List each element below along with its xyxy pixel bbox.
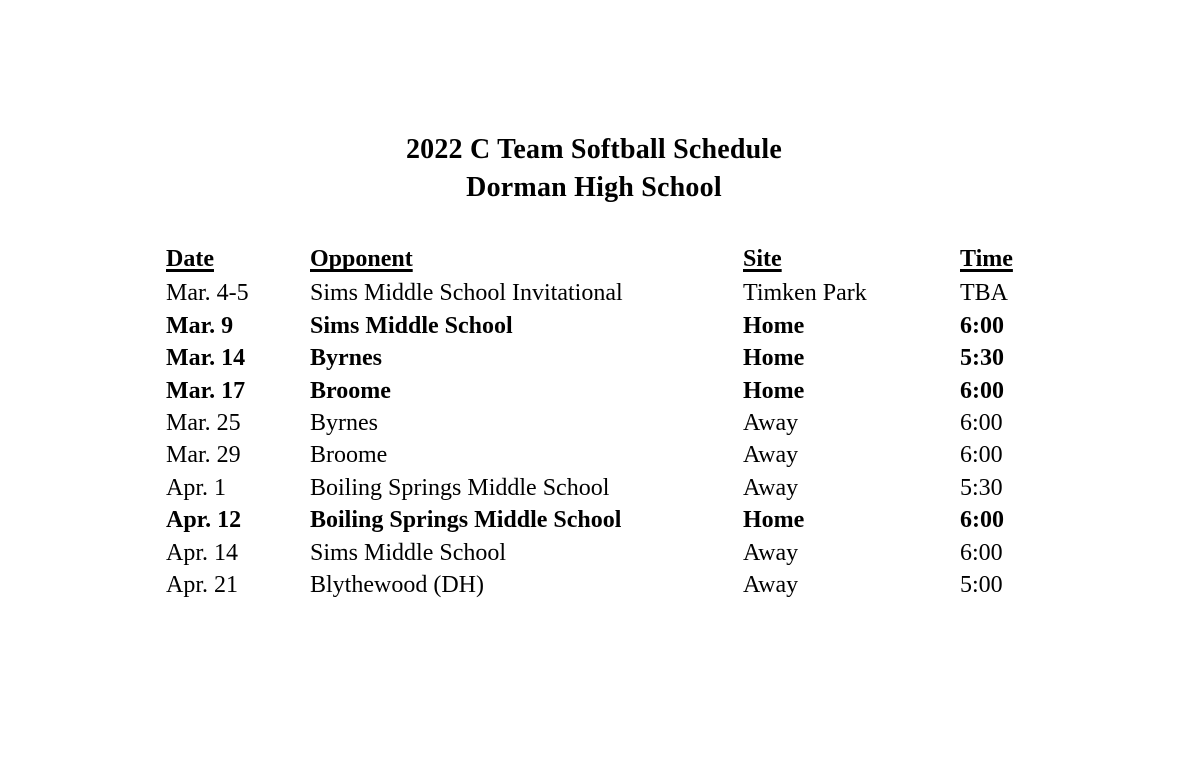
cell-site: Away — [743, 539, 799, 566]
column-header-site: Site — [743, 243, 960, 277]
cell-date: Mar. 14 — [166, 345, 246, 372]
column-header-site-label: Site — [743, 246, 782, 272]
cell-site: Timken Park — [743, 280, 867, 307]
cell-date: Apr. 14 — [166, 539, 238, 566]
cell-time: 6:00 — [960, 539, 1003, 566]
cell-site: Away — [743, 474, 799, 501]
table-row: Mar. 17 Broome Home 6:00 — [166, 375, 1056, 407]
cell-opponent: Byrnes — [310, 345, 382, 372]
title-block: 2022 C Team Softball Schedule Dorman Hig… — [0, 131, 1188, 207]
table-row: Apr. 21 Blythewood (DH) Away 5:00 — [166, 569, 1056, 601]
page-subtitle: Dorman High School — [466, 172, 722, 203]
cell-time: 6:00 — [960, 377, 1004, 404]
table-row: Apr. 12 Boiling Springs Middle School Home… — [166, 504, 1056, 536]
cell-time: 5:30 — [960, 474, 1003, 501]
cell-opponent: Sims Middle School — [310, 312, 513, 339]
cell-opponent: Byrnes — [310, 410, 378, 437]
cell-date: Mar. 25 — [166, 410, 241, 437]
cell-opponent: Sims Middle School Invitational — [310, 280, 623, 307]
cell-opponent: Boiling Springs Middle School — [310, 507, 622, 534]
cell-opponent: Boiling Springs Middle School — [310, 474, 610, 501]
cell-date: Mar. 29 — [166, 442, 241, 469]
cell-site: Home — [743, 377, 805, 404]
cell-time: 6:00 — [960, 507, 1004, 534]
table-row: Apr. 1 Boiling Springs Middle School Away 5… — [166, 472, 1056, 504]
table-row: Mar. 4-5 Sims Middle School Invitational T… — [166, 277, 1056, 309]
cell-date: Apr. 1 — [166, 474, 226, 501]
schedule-table: Date Opponent Site Time Mar. 4-5 Sims Mid… — [166, 243, 1056, 601]
table-row: Mar. 29 Broome Away 6:00 — [166, 439, 1056, 471]
cell-date: Apr. 21 — [166, 572, 238, 599]
cell-time: 6:00 — [960, 442, 1003, 469]
page-title: 2022 C Team Softball Schedule — [405, 134, 783, 165]
cell-opponent: Broome — [310, 377, 391, 404]
cell-time: TBA — [960, 280, 1008, 307]
cell-time: 5:30 — [960, 345, 1004, 372]
cell-site: Away — [743, 572, 799, 599]
table-row: Mar. 14 Byrnes Home 5:30 — [166, 342, 1056, 374]
table-row: Mar. 9 Sims Middle School Home 6:00 — [166, 310, 1056, 342]
cell-site: Home — [743, 507, 805, 534]
column-header-time-label: Time — [960, 246, 1013, 272]
cell-date: Mar. 9 — [166, 312, 234, 339]
column-header-opponent: Opponent — [310, 243, 743, 277]
column-header-time: Time — [960, 243, 1056, 277]
cell-opponent: Broome — [310, 442, 388, 469]
column-header-opponent-label: Opponent — [310, 246, 413, 272]
table-row: Mar. 25 Byrnes Away 6:00 — [166, 407, 1056, 439]
cell-site: Home — [743, 312, 805, 339]
cell-date: Mar. 4-5 — [166, 280, 249, 307]
cell-date: Mar. 17 — [166, 377, 246, 404]
cell-time: 5:00 — [960, 572, 1003, 599]
cell-time: 6:00 — [960, 312, 1004, 339]
column-header-date: Date — [166, 243, 310, 277]
header-row: Date Opponent Site Time — [166, 243, 1056, 277]
cell-opponent: Blythewood (DH) — [310, 572, 484, 599]
cell-opponent: Sims Middle School — [310, 539, 507, 566]
cell-time: 6:00 — [960, 410, 1003, 437]
column-header-date-label: Date — [166, 246, 214, 272]
cell-date: Apr. 12 — [166, 507, 242, 534]
cell-site: Away — [743, 410, 799, 437]
schedule-table-body: Mar. 4-5 Sims Middle School Invitational T… — [166, 277, 1056, 601]
table-row: Apr. 14 Sims Middle School Away 6:00 — [166, 537, 1056, 569]
cell-site: Away — [743, 442, 799, 469]
cell-site: Home — [743, 345, 805, 372]
